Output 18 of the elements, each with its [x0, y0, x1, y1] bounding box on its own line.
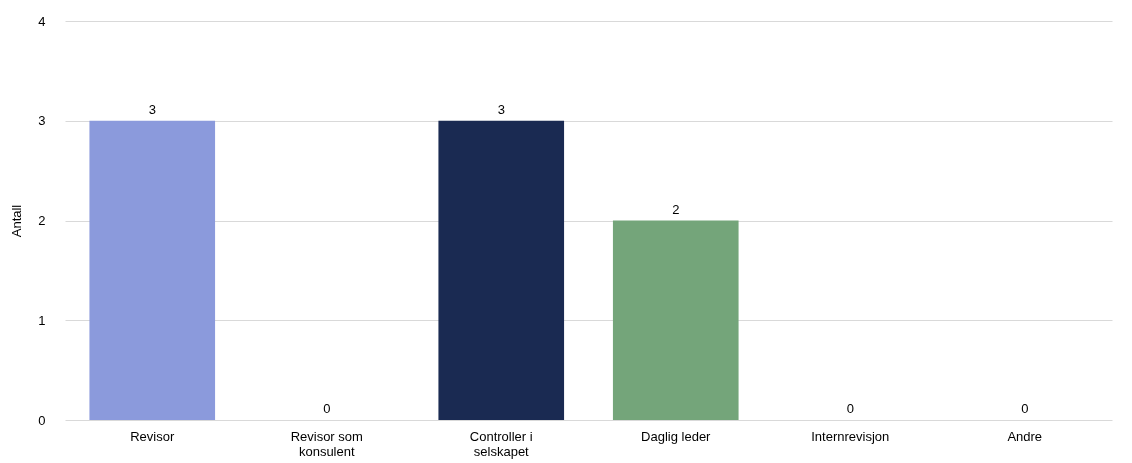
y-tick-label: 1 [38, 312, 46, 328]
y-tick-label: 2 [38, 213, 46, 228]
y-axis-title: Antall [9, 204, 25, 238]
y-tick-label: 4 [38, 13, 46, 29]
x-tick-label: Revisor [130, 428, 175, 444]
x-tick-label: Andre [1007, 428, 1043, 444]
data-label: 3 [497, 101, 505, 117]
x-tick-label: Controller i selskapet [469, 428, 533, 459]
y-tick-label: 0 [38, 412, 46, 428]
data-label: 0 [1021, 401, 1029, 416]
data-label: 0 [846, 401, 854, 416]
data-label: 0 [323, 401, 331, 416]
x-tick-label: Revisor som konsulent [290, 428, 363, 459]
data-label: 2 [672, 201, 680, 217]
data-label: 3 [148, 101, 156, 117]
x-tick-label: Daglig leder [641, 428, 712, 444]
y-tick-label: 3 [38, 113, 46, 129]
x-tick-label: Internrevisjon [811, 428, 890, 444]
